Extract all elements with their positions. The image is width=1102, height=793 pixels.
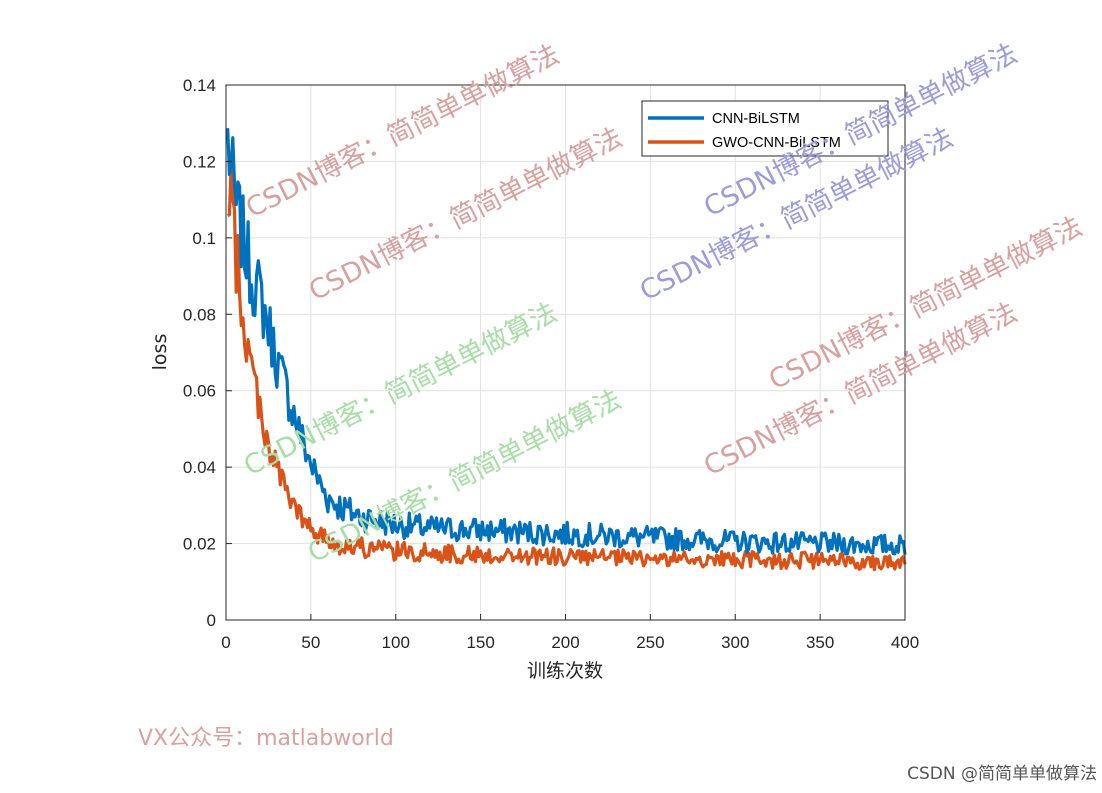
- x-tick-label: 150: [466, 633, 494, 652]
- footer-wechat-text: VX公众号：matlabworld: [138, 726, 394, 751]
- x-tick-label: 100: [382, 633, 410, 652]
- legend: CNN-BiLSTM GWO-CNN-BiLSTM: [641, 100, 889, 157]
- series-line-gwo-cnn-bilstm: [226, 164, 907, 572]
- y-tick-label: 0.12: [183, 152, 216, 171]
- y-axis-ticks: 0 0.02 0.04 0.06 0.08 0.1 0.12 0.14: [183, 76, 232, 630]
- x-tick-label: 0: [221, 633, 230, 652]
- x-tick-label: 300: [721, 633, 749, 652]
- y-tick-label: 0: [207, 611, 216, 630]
- legend-label-cnn-bilstm: CNN-BiLSTM: [712, 111, 800, 127]
- x-axis-ticks: 0 50 100 150 200 250 300 350 400: [221, 614, 919, 652]
- footer-csdn-credit: CSDN @简简单单做算法: [907, 764, 1097, 784]
- x-axis-title: 训练次数: [527, 660, 603, 682]
- y-tick-label: 0.06: [183, 382, 216, 401]
- x-tick-label: 50: [301, 633, 320, 652]
- y-axis-title: loss: [149, 334, 171, 371]
- y-tick-label: 0.1: [192, 229, 216, 248]
- y-tick-label: 0.02: [183, 535, 216, 554]
- y-tick-label: 0.08: [183, 305, 216, 324]
- y-tick-label: 0.04: [183, 458, 216, 477]
- x-tick-label: 350: [806, 633, 834, 652]
- y-tick-label: 0.14: [183, 76, 216, 95]
- legend-label-gwo-cnn-bilstm: GWO-CNN-BiLSTM: [712, 135, 841, 151]
- series-lines: [226, 128, 907, 572]
- x-tick-label: 250: [636, 633, 664, 652]
- x-tick-label: 200: [551, 633, 579, 652]
- series-line-cnn-bilstm: [226, 128, 907, 556]
- legend-box: [641, 100, 889, 157]
- plot-area: 0 50 100 150 200 250 300 350 400 0 0.02 0.04 0.06 0.…: [183, 76, 919, 652]
- x-tick-label: 400: [891, 633, 919, 652]
